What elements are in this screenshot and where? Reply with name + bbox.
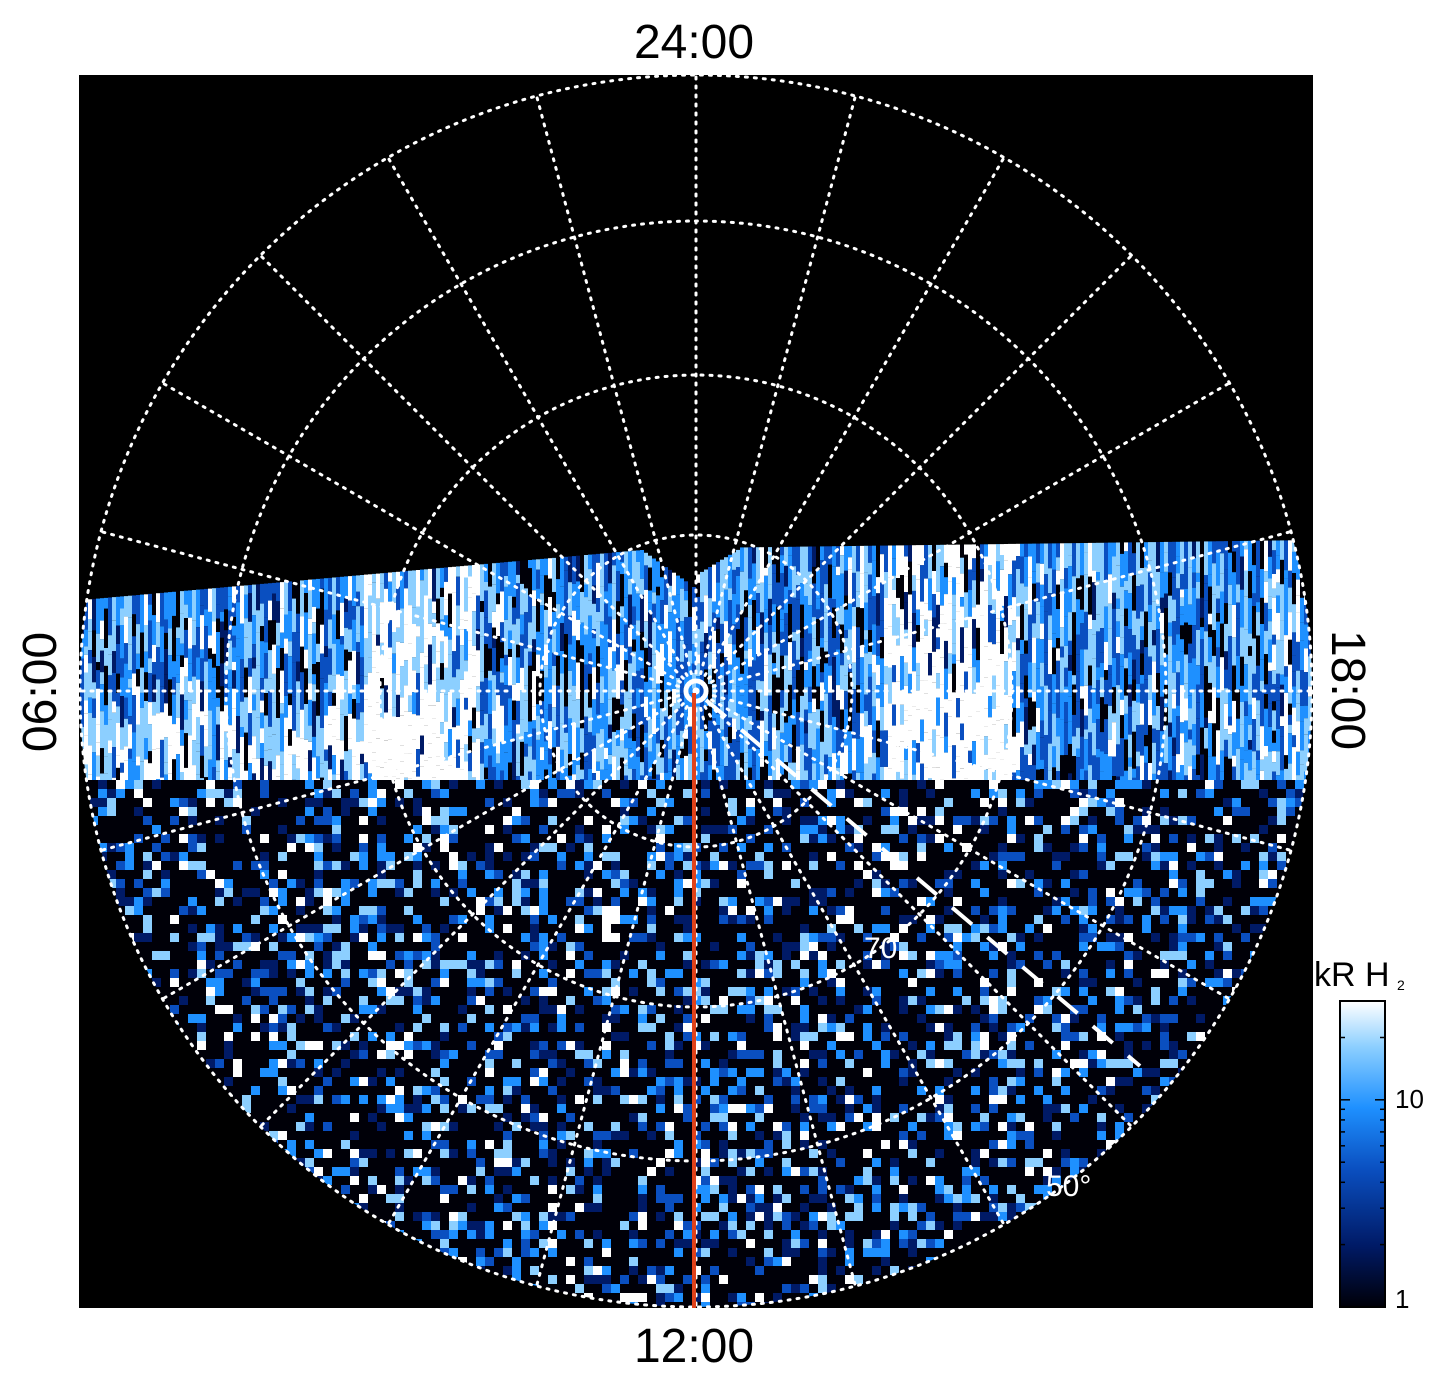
colorbar-tick-label-1: 1 (1395, 1284, 1409, 1314)
colorbar-tick-label-10: 10 (1395, 1084, 1424, 1114)
colorbar-title: kR H (1314, 956, 1390, 994)
colorbar-gradient (1339, 1000, 1386, 1308)
local-time-label-bottom: 12:00 (634, 1320, 754, 1373)
colorbar-ticks (1340, 1000, 1385, 1308)
colorbar: kR H 2 10 1 (1314, 956, 1424, 1314)
latitude-label-70: 70 (864, 932, 897, 965)
local-time-label-right: 18:00 (1321, 630, 1374, 750)
local-time-label-top: 24:00 (634, 16, 754, 69)
colorbar-title-subscript: 2 (1397, 977, 1405, 993)
latitude-label-50: 50° (1046, 1170, 1091, 1203)
local-time-label-left: 06:00 (14, 632, 67, 752)
dashed-track-line (704, 698, 1142, 1068)
